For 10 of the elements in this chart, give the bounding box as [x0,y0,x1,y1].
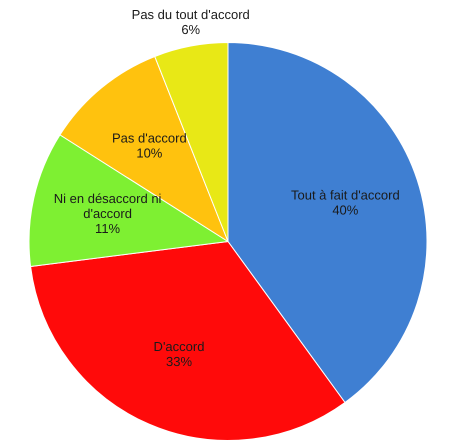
slice-label: Pas du tout d'accord [132,7,250,22]
data-label: 6% [181,22,201,38]
slice-label: D'accord [154,338,204,354]
slice-label: Pas d'accord [112,130,187,146]
data-label: 10% [136,146,163,161]
data-label: 33% [166,354,192,369]
slice-label: Ni en désaccord ni d'accord [54,191,162,222]
slice-label: Tout à fait d'accord [290,187,400,202]
data-label: 40% [332,202,359,218]
data-label: 11% [95,221,121,236]
